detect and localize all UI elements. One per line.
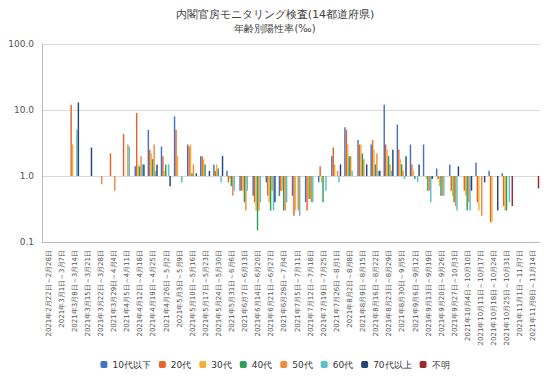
svg-text:2021年6月14日～6月20日: 2021年6月14日～6月20日 <box>254 250 262 337</box>
svg-text:50代: 50代 <box>292 360 312 370</box>
svg-text:2021年5月31日～6月6日: 2021年5月31日～6月6日 <box>228 250 236 332</box>
svg-text:2021年7月12日～7月18日: 2021年7月12日～7月18日 <box>307 250 315 337</box>
svg-text:2021年10月18日～10月24日: 2021年10月18日～10月24日 <box>490 250 498 345</box>
svg-text:2021年11月1日～11月7日: 2021年11月1日～11月7日 <box>516 250 524 337</box>
svg-text:2021年3月1日～3月7日: 2021年3月1日～3月7日 <box>58 250 66 328</box>
svg-text:年齢別陽性率(‰): 年齢別陽性率(‰) <box>234 23 315 34</box>
svg-text:2021年6月21日～6月27日: 2021年6月21日～6月27日 <box>267 250 275 337</box>
svg-text:2021年2月22日～2月28日: 2021年2月22日～2月28日 <box>45 250 53 337</box>
svg-text:10代以下: 10代以下 <box>112 360 150 370</box>
svg-text:2021年8月30日～9月5日: 2021年8月30日～9月5日 <box>398 250 406 332</box>
svg-text:2021年8月9日～8月15日: 2021年8月9日～8月15日 <box>359 250 367 332</box>
svg-text:2021年8月23日～8月29日: 2021年8月23日～8月29日 <box>385 250 393 337</box>
svg-text:2021年9月13日～9月19日: 2021年9月13日～9月19日 <box>425 250 433 337</box>
svg-text:10.0: 10.0 <box>14 105 34 115</box>
svg-text:2021年4月26日～5月2日: 2021年4月26日～5月2日 <box>163 250 171 332</box>
svg-text:2021年5月24日～5月30日: 2021年5月24日～5月30日 <box>215 250 223 337</box>
svg-text:2021年6月28日～7月4日: 2021年6月28日～7月4日 <box>280 250 288 332</box>
svg-text:60代: 60代 <box>333 360 353 370</box>
svg-text:2021年3月22日～3月28日: 2021年3月22日～3月28日 <box>97 250 105 337</box>
svg-text:2021年9月27日～10月3日: 2021年9月27日～10月3日 <box>451 250 459 337</box>
svg-text:2021年4月5日～4月11日: 2021年4月5日～4月11日 <box>123 250 131 332</box>
svg-text:70代以上: 70代以上 <box>373 360 411 370</box>
svg-text:2021年3月8日～3月14日: 2021年3月8日～3月14日 <box>71 250 79 332</box>
svg-text:2021年10月11日～10月17日: 2021年10月11日～10月17日 <box>477 250 485 345</box>
svg-text:2021年3月15日～3月21日: 2021年3月15日～3月21日 <box>84 250 92 337</box>
svg-text:100.0: 100.0 <box>8 39 34 49</box>
svg-text:2021年5月17日～5月23日: 2021年5月17日～5月23日 <box>202 250 210 337</box>
svg-text:不明: 不明 <box>432 360 450 370</box>
svg-text:2021年7月26日～8月1日: 2021年7月26日～8月1日 <box>333 250 341 332</box>
svg-text:2021年4月19日～4月25日: 2021年4月19日～4月25日 <box>149 250 157 337</box>
svg-text:0.1: 0.1 <box>20 237 34 247</box>
svg-text:2021年9月20日～9月26日: 2021年9月20日～9月26日 <box>438 250 446 337</box>
svg-text:2021年5月10日～5月16日: 2021年5月10日～5月16日 <box>189 250 197 337</box>
svg-text:2021年4月12日～4月18日: 2021年4月12日～4月18日 <box>136 250 144 337</box>
svg-text:2021年10月25日～10月31日: 2021年10月25日～10月31日 <box>503 250 511 345</box>
svg-text:2021年9月6日～9月12日: 2021年9月6日～9月12日 <box>412 250 420 332</box>
svg-text:30代: 30代 <box>211 360 231 370</box>
svg-text:2021年7月19日～7月25日: 2021年7月19日～7月25日 <box>320 250 328 337</box>
svg-text:1.0: 1.0 <box>20 171 35 181</box>
svg-text:20代: 20代 <box>171 360 191 370</box>
svg-text:2021年5月3日～5月9日: 2021年5月3日～5月9日 <box>176 250 184 328</box>
svg-text:内閣官房モニタリング検査(14都道府県): 内閣官房モニタリング検査(14都道府県) <box>176 8 375 21</box>
svg-text:2021年7月5日～7月11日: 2021年7月5日～7月11日 <box>294 250 302 332</box>
svg-text:2021年10月4日～10月10日: 2021年10月4日～10月10日 <box>464 250 472 341</box>
svg-text:2021年11月8日～11月14日: 2021年11月8日～11月14日 <box>529 250 537 341</box>
svg-text:2021年6月7日～6月13日: 2021年6月7日～6月13日 <box>241 250 249 332</box>
svg-text:40代: 40代 <box>252 360 272 370</box>
svg-text:2021年3月29日～4月4日: 2021年3月29日～4月4日 <box>110 250 118 332</box>
svg-text:2021年8月2日～8月8日: 2021年8月2日～8月8日 <box>346 250 354 328</box>
svg-text:2021年8月16日～8月22日: 2021年8月16日～8月22日 <box>372 250 380 337</box>
